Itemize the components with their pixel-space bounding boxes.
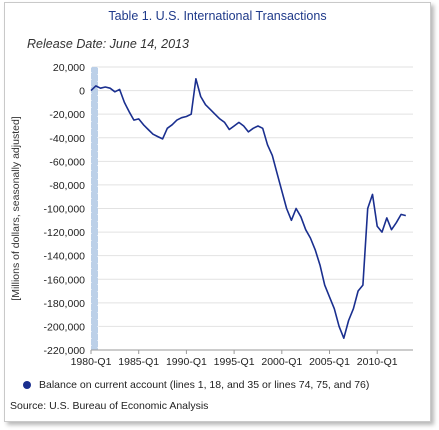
chart-plot-area: 20,000 0 -20,000 -40,000 -60,000 -80,000 -100,… — [10, 62, 413, 368]
legend-item-label: Balance on current account (lines 1, 18,… — [39, 379, 370, 391]
y-tick-label: -20,000 — [49, 109, 85, 121]
y-tick-label: -40,000 — [49, 133, 85, 145]
x-tick-label: 1980-Q1 — [71, 356, 112, 368]
x-tick-label: 2005-Q1 — [309, 356, 350, 368]
y-tick-label: 20,000 — [53, 62, 85, 74]
chart-panel: Table 1. U.S. International Transactions… — [4, 2, 431, 422]
x-tick-label: 2010-Q1 — [357, 356, 398, 368]
x-tick-label: 1995-Q1 — [214, 356, 255, 368]
y-tick-label: -220,000 — [44, 345, 86, 357]
y-axis-ticks: 20,000 0 -20,000 -40,000 -60,000 -80,000 -100,… — [44, 62, 86, 357]
y-tick-label: -200,000 — [44, 321, 86, 333]
x-tick-label: 1985-Q1 — [118, 356, 159, 368]
y-tick-label: -160,000 — [44, 274, 86, 286]
release-date: Release Date: June 14, 2013 — [27, 37, 189, 51]
y-tick-label: -80,000 — [49, 180, 85, 192]
chart-title: Table 1. U.S. International Transactions — [108, 9, 327, 23]
y-tick-label: 0 — [79, 86, 85, 98]
source-note: Source: U.S. Bureau of Economic Analysis — [10, 400, 209, 412]
y-tick-label: -120,000 — [44, 227, 86, 239]
legend[interactable]: Balance on current account (lines 1, 18,… — [23, 379, 369, 391]
legend-marker-icon — [23, 381, 31, 389]
x-axis-ticks: 1980-Q1 1985-Q1 1990-Q1 1995-Q1 2000-Q1 2005-… — [71, 350, 398, 368]
selected-category-highlight — [90, 66, 99, 351]
y-tick-label: -60,000 — [49, 156, 85, 168]
y-axis-label: [Millions of dollars, seasonally adjuste… — [10, 116, 22, 301]
x-tick-label: 1990-Q1 — [166, 356, 207, 368]
y-tick-label: -180,000 — [44, 298, 86, 310]
series-line-current-account[interactable] — [90, 78, 406, 339]
y-tick-label: -140,000 — [44, 251, 86, 263]
x-tick-label: 2000-Q1 — [261, 356, 302, 368]
gridlines — [91, 66, 413, 351]
y-tick-label: -100,000 — [44, 204, 86, 216]
